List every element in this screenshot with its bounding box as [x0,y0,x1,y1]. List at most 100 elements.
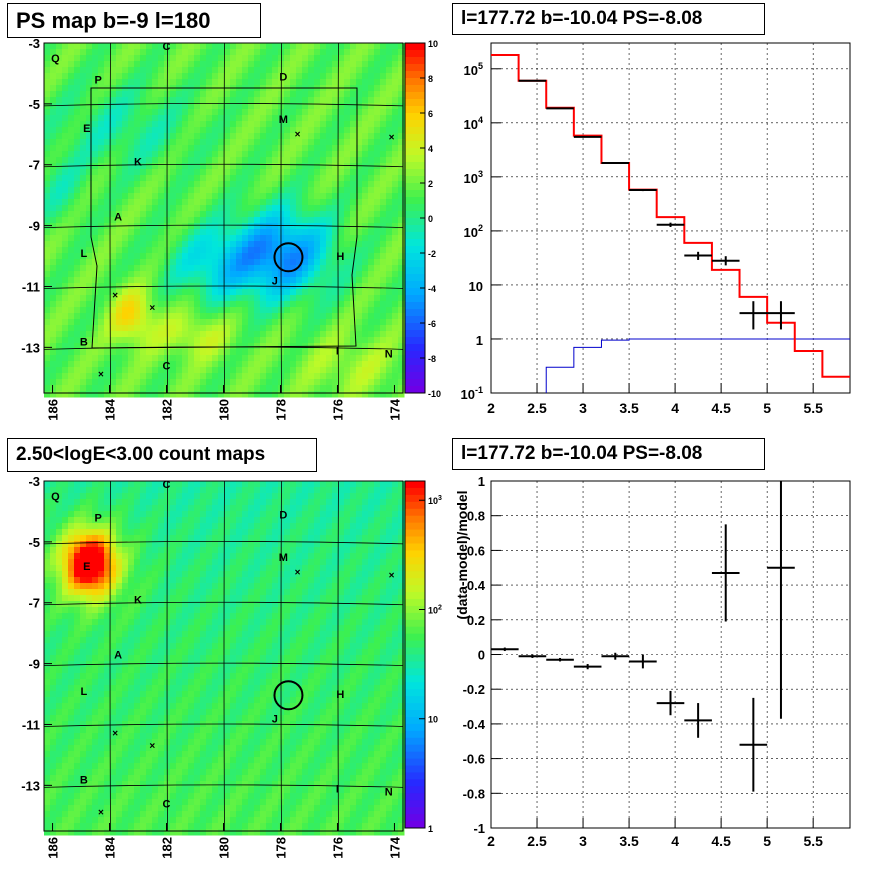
undefined-pixel [128,235,135,242]
undefined-pixel [380,43,387,50]
undefined-pixel [140,55,147,62]
undefined-pixel [140,157,147,164]
undefined-pixel [212,535,219,542]
undefined-pixel [230,541,237,548]
undefined-pixel [194,67,201,74]
undefined-pixel [242,355,249,362]
undefined-pixel [314,529,321,536]
undefined-pixel [284,49,291,56]
undefined-pixel [248,49,255,56]
undefined-pixel [200,139,207,146]
undefined-pixel [380,379,387,386]
undefined-pixel [338,61,345,68]
undefined-pixel [368,103,375,110]
undefined-pixel [92,61,99,68]
undefined-pixel [110,595,117,602]
undefined-pixel [68,523,75,530]
ps-colorbar-tick-label: 4 [428,144,433,154]
undefined-pixel [338,163,345,170]
undefined-pixel [296,157,303,164]
undefined-pixel [98,271,105,278]
ps-colorbar-tick-label: -4 [428,284,436,294]
undefined-pixel [386,571,393,578]
undefined-pixel [260,253,267,260]
undefined-pixel [308,325,315,332]
undefined-pixel [374,253,381,260]
undefined-pixel [392,235,399,242]
undefined-pixel [116,355,123,362]
undefined-pixel [368,247,375,254]
undefined-pixel [68,55,75,62]
undefined-pixel [380,199,387,206]
undefined-pixel [296,517,303,524]
undefined-pixel [398,61,405,68]
undefined-pixel [158,301,165,308]
undefined-pixel [128,211,135,218]
undefined-pixel [98,193,105,200]
undefined-pixel [272,307,279,314]
undefined-pixel [296,163,303,170]
undefined-pixel [56,151,63,158]
undefined-pixel [290,259,297,266]
undefined-pixel [176,145,183,152]
undefined-pixel [224,571,231,578]
undefined-pixel [260,337,267,344]
undefined-pixel [296,559,303,566]
undefined-pixel [182,295,189,302]
undefined-pixel [380,283,387,290]
undefined-pixel [194,79,201,86]
undefined-pixel [236,55,243,62]
ps-colorbar-swatch [405,358,425,366]
undefined-pixel [236,253,243,260]
undefined-pixel [308,271,315,278]
undefined-pixel [194,61,201,68]
undefined-pixel [194,229,201,236]
undefined-pixel [314,133,321,140]
undefined-pixel [122,61,129,68]
undefined-pixel [254,325,261,332]
undefined-pixel [314,511,321,518]
undefined-pixel [170,121,177,128]
undefined-pixel [290,607,297,614]
undefined-pixel [314,193,321,200]
undefined-pixel [302,577,309,584]
undefined-pixel [86,163,93,170]
undefined-pixel [380,367,387,374]
undefined-pixel [104,361,111,368]
undefined-pixel [314,241,321,248]
undefined-pixel [332,565,339,572]
undefined-pixel [314,139,321,146]
undefined-pixel [218,523,225,530]
undefined-pixel [224,331,231,338]
undefined-pixel [392,499,399,506]
undefined-pixel [314,187,321,194]
undefined-pixel [212,43,219,50]
undefined-pixel [200,349,207,356]
undefined-pixel [116,535,123,542]
undefined-pixel [260,151,267,158]
undefined-pixel [182,43,189,50]
undefined-pixel [146,241,153,248]
undefined-pixel [128,67,135,74]
undefined-pixel [344,349,351,356]
undefined-pixel [92,127,99,134]
undefined-pixel [212,493,219,500]
undefined-pixel [50,61,57,68]
undefined-pixel [236,331,243,338]
undefined-pixel [362,373,369,380]
undefined-pixel [80,313,87,320]
undefined-pixel [92,151,99,158]
undefined-pixel [80,331,87,338]
undefined-pixel [380,193,387,200]
ps-colorbar-swatch [405,71,425,79]
undefined-pixel [320,91,327,98]
undefined-pixel [254,607,261,614]
undefined-pixel [314,541,321,548]
undefined-pixel [224,127,231,134]
undefined-pixel [386,589,393,596]
undefined-pixel [368,139,375,146]
undefined-pixel [56,583,63,590]
undefined-pixel [362,103,369,110]
undefined-pixel [74,319,81,326]
undefined-pixel [56,49,63,56]
